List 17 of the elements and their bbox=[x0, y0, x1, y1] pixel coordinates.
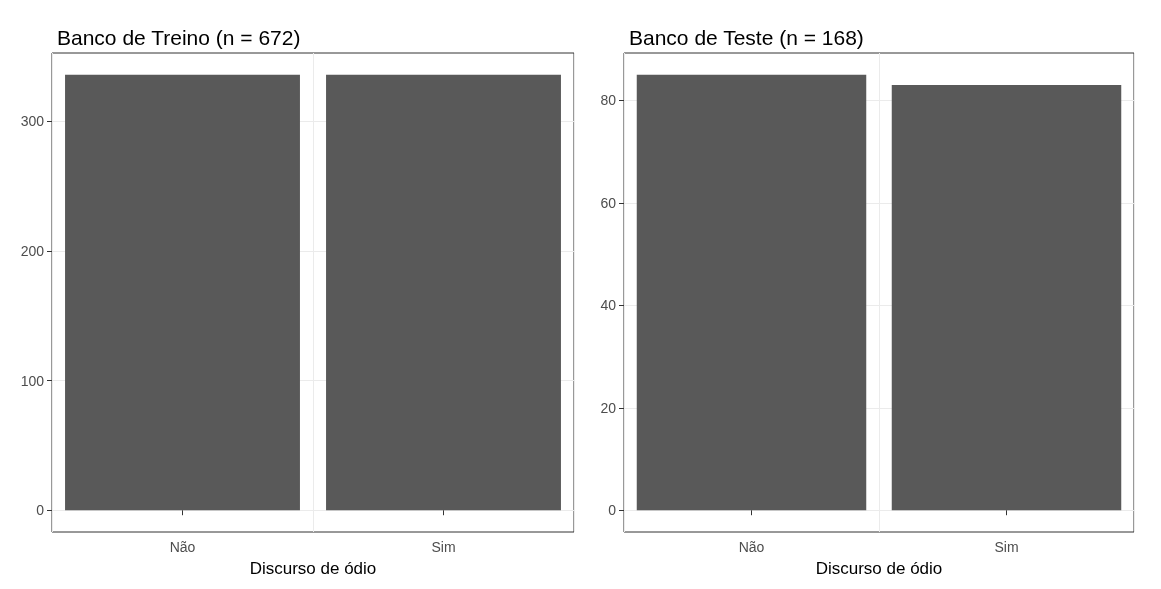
x-axis-title: Discurso de ódio bbox=[249, 559, 377, 578]
y-tick-label: 100 bbox=[20, 372, 45, 389]
x-tick-label: Sim bbox=[994, 539, 1019, 555]
x-tick-label: Não bbox=[169, 539, 196, 555]
y-tick-label: 60 bbox=[600, 194, 617, 211]
chart-title: Banco de Teste (n = 168) bbox=[629, 26, 864, 49]
y-tick-label: 0 bbox=[36, 502, 45, 519]
x-tick-label: Não bbox=[738, 539, 765, 555]
y-tick-label: 0 bbox=[608, 502, 617, 519]
chart-title: Banco de Treino (n = 672) bbox=[57, 26, 301, 49]
y-tick-label: 200 bbox=[20, 243, 45, 260]
y-tick-label: 300 bbox=[20, 113, 45, 130]
y-tick-label: 40 bbox=[600, 297, 617, 314]
y-tick-label: 80 bbox=[600, 92, 617, 109]
x-axis-title: Discurso de ódio bbox=[815, 559, 943, 578]
y-tick-label: 20 bbox=[600, 399, 617, 416]
x-tick-label: Sim bbox=[431, 539, 456, 555]
